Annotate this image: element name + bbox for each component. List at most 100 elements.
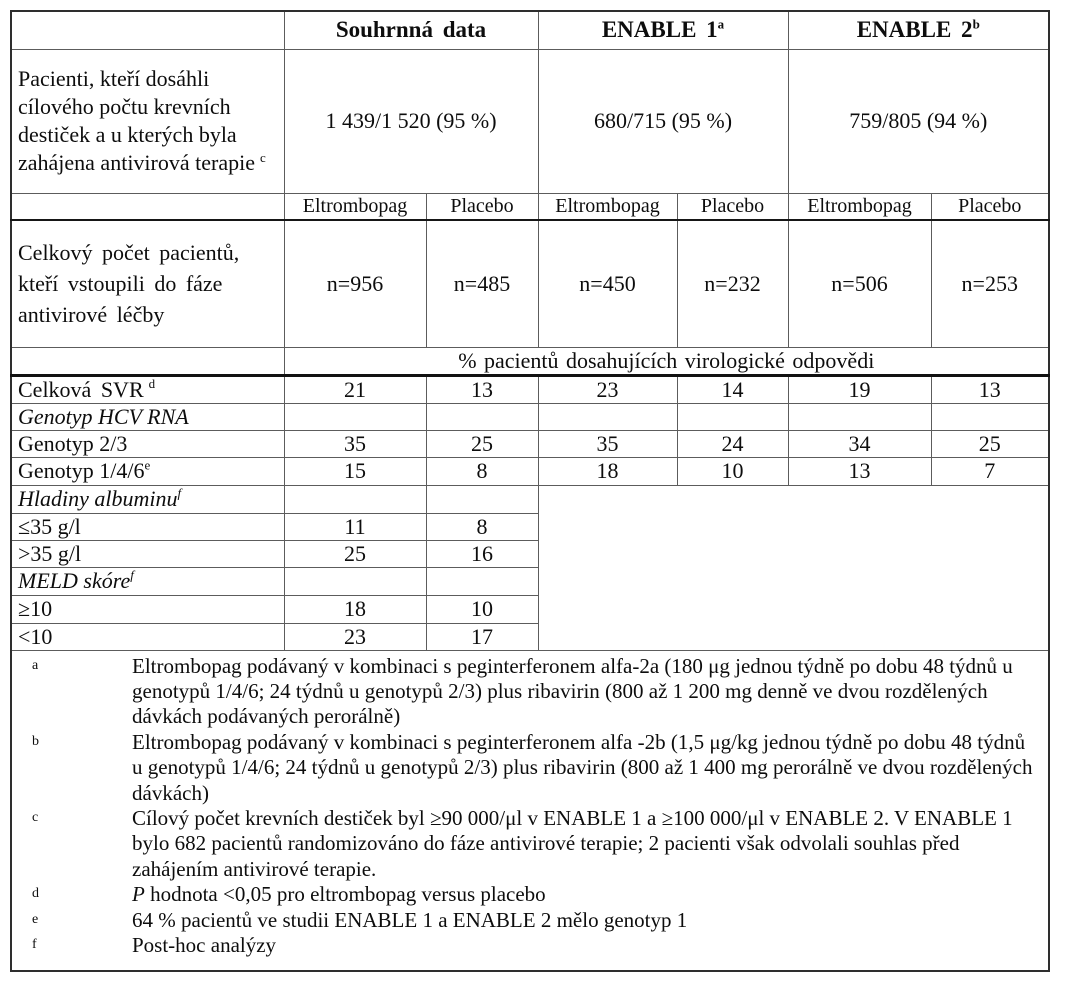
- arm-header-eltrombopag-summary: Eltrombopag: [283, 192, 427, 221]
- footnotes-cell: a Eltrombopag podávaný v kombinaci s peg…: [10, 649, 1050, 972]
- svr-value: 13: [425, 374, 539, 404]
- footnote-c: c Cílový počet krevních destiček byl ≥90…: [12, 806, 1038, 882]
- n-value: n=485: [425, 219, 539, 348]
- total-patients-row: Celkový počet pacientů, kteří vstoupili …: [10, 219, 1050, 348]
- p-value-symbol: P: [132, 882, 145, 907]
- row-label-albumin-levels: Hladiny albuminuf: [10, 484, 285, 514]
- footnote-ref-f: f: [130, 567, 134, 583]
- footnote-ref-c: c: [259, 149, 266, 165]
- footnote-marker-e: e: [32, 911, 39, 927]
- enable-results-table: Souhrnná data ENABLE 1a ENABLE 2b Pacien…: [10, 10, 1051, 973]
- footnote-marker-a: a: [32, 657, 39, 673]
- albumin-gt35-row: >35 g/l 25 16: [10, 539, 1049, 568]
- col-header-enable2: ENABLE 2b: [787, 10, 1050, 50]
- gt146-value: 8: [425, 456, 539, 486]
- arm-header-placebo-enable2: Placebo: [930, 192, 1050, 221]
- footnote-b: b Eltrombopag podávaný v kombinaci s peg…: [12, 730, 1038, 806]
- svr-value: 21: [283, 374, 427, 404]
- empty-cell: [10, 346, 285, 377]
- row-label-meld-lt10: <10: [10, 622, 285, 651]
- n-value: n=450: [537, 219, 678, 348]
- svr-row: Celková SVR d 21 13 23 14 19 13: [10, 374, 1050, 404]
- empty-cell: [283, 566, 427, 596]
- col-header-enable1: ENABLE 1a: [537, 10, 789, 50]
- alb-le35-value: 11: [283, 512, 427, 541]
- study-label: ENABLE 1: [601, 17, 718, 43]
- footnote-ref-b: b: [972, 16, 980, 32]
- row-label-albumin-gt35: >35 g/l: [10, 539, 285, 568]
- gt146-value: 15: [283, 456, 427, 486]
- n-value: n=253: [930, 219, 1050, 348]
- arm-header-placebo-enable1: Placebo: [676, 192, 789, 221]
- svr-value: 19: [787, 374, 932, 404]
- achieved-enable1-value: 680/715 (95 %): [537, 48, 789, 194]
- footnote-marker-d: d: [32, 886, 39, 902]
- n-value: n=506: [787, 219, 932, 348]
- footnote-e: e 64 % pacientů ve studii ENABLE 1 a ENA…: [12, 908, 1038, 933]
- gt146-value: 18: [537, 456, 678, 486]
- n-value: n=232: [676, 219, 789, 348]
- achieved-enable2-value: 759/805 (94 %): [787, 48, 1050, 194]
- footnote-marker-c: c: [32, 809, 39, 825]
- footnote-d: d P hodnota <0,05 pro eltrombopag versus…: [12, 882, 1038, 907]
- section-header-row: % pacientů dosahujících virologické odpo…: [10, 346, 1050, 377]
- study-label: Souhrnná data: [335, 17, 487, 43]
- empty-cell: [425, 402, 539, 431]
- row-label-overall-svr: Celková SVR d: [10, 374, 285, 404]
- gt23-value: 25: [425, 429, 539, 458]
- arm-header-placebo-summary: Placebo: [425, 192, 539, 221]
- footnote-marker-f: f: [32, 936, 37, 952]
- empty-cell: [10, 192, 285, 221]
- footnotes-row: a Eltrombopag podávaný v kombinaci s peg…: [10, 649, 1050, 972]
- empty-cell: [930, 402, 1050, 431]
- achieved-target-row: Pacienti, kteří dosáhli cílového počtu k…: [10, 48, 1050, 194]
- albumin-le35-row: ≤35 g/l 11 8: [10, 512, 1049, 541]
- empty-cell: [425, 484, 539, 514]
- svr-value: 23: [537, 374, 678, 404]
- meld-ge10-value: 10: [425, 594, 539, 624]
- row-label-genotype-146: Genotyp 1/4/6e: [10, 456, 285, 486]
- empty-cell: [676, 402, 789, 431]
- alb-gt35-value: 16: [425, 539, 539, 568]
- meld-ge10-value: 18: [283, 594, 427, 624]
- meld-ge10-row: ≥10 18 10: [10, 594, 1049, 624]
- empty-cell: [425, 566, 539, 596]
- albumin-subheader-row: Hladiny albuminuf: [10, 484, 1050, 651]
- genotype-146-row: Genotyp 1/4/6e 15 8 18 10 13 7: [10, 456, 1050, 486]
- row-label-meld-score: MELD skóref: [10, 566, 285, 596]
- arm-header-row: Eltrombopag Placebo Eltrombopag Placebo …: [10, 192, 1050, 221]
- footnote-text: Cílový počet krevních destiček byl ≥90 0…: [132, 805, 1013, 881]
- svr-value: 13: [930, 374, 1050, 404]
- section-header-virologic-response: % pacientů dosahujících virologické odpo…: [283, 346, 1050, 377]
- footnote-ref-f: f: [177, 485, 182, 501]
- footnote-a: a Eltrombopag podávaný v kombinaci s peg…: [12, 654, 1038, 730]
- gt23-value: 35: [537, 429, 678, 458]
- merged-empty-region: [537, 484, 1050, 651]
- achieved-summary-value: 1 439/1 520 (95 %): [283, 48, 539, 194]
- gt23-value: 35: [283, 429, 427, 458]
- corner-cell: [10, 10, 285, 50]
- row-label-achieved-target: Pacienti, kteří dosáhli cílového počtu k…: [10, 48, 285, 194]
- row-label-genotype-23: Genotyp 2/3: [10, 429, 285, 458]
- gt146-value: 7: [930, 456, 1050, 486]
- footnote-ref-a: a: [717, 16, 725, 32]
- gt23-value: 25: [930, 429, 1050, 458]
- row-label-total-patients: Celkový počet pacientů, kteří vstoupili …: [10, 219, 285, 348]
- footnote-text: Eltrombopag podávaný v kombinaci s pegin…: [132, 653, 1013, 729]
- genotype-subheader-row: Genotyp HCV RNA: [10, 402, 1050, 431]
- alb-gt35-value: 25: [283, 539, 427, 568]
- meld-subheader-row: MELD skóref: [10, 566, 1049, 596]
- gt23-value: 34: [787, 429, 932, 458]
- meld-lt10-value: 17: [425, 622, 539, 651]
- empty-cell: [283, 402, 427, 431]
- gt146-value: 10: [676, 456, 789, 486]
- footnote-text: Eltrombopag podávaný v kombinaci s pegin…: [132, 729, 1033, 805]
- gt23-value: 24: [676, 429, 789, 458]
- footnote-ref-e: e: [144, 457, 151, 473]
- meld-lt10-row: <10 23 17: [10, 622, 1049, 651]
- footnote-marker-b: b: [32, 733, 39, 749]
- row-label-meld-ge10: ≥10: [10, 594, 285, 624]
- footnote-text: Post-hoc analýzy: [132, 932, 277, 957]
- row-label-genotype-hcv-rna: Genotyp HCV RNA: [10, 402, 285, 431]
